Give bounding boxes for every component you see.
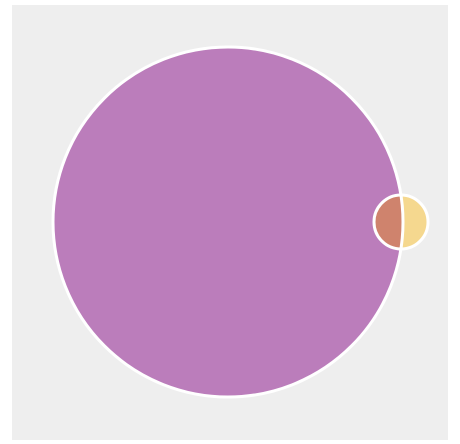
set-outline xyxy=(372,193,430,251)
set-outline xyxy=(51,45,405,399)
overlap-region xyxy=(374,195,403,249)
set-circle xyxy=(53,47,403,397)
